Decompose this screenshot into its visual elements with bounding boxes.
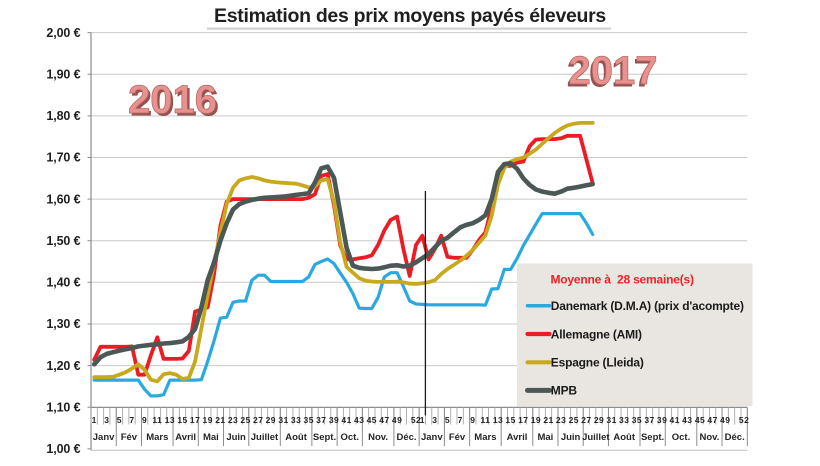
svg-text:1,60 €: 1,60 € <box>46 192 80 206</box>
svg-text:Mai: Mai <box>203 432 219 443</box>
svg-text:17: 17 <box>518 415 528 425</box>
svg-text:Janv: Janv <box>421 432 443 443</box>
svg-text:41: 41 <box>341 415 351 425</box>
svg-text:5: 5 <box>117 415 122 425</box>
svg-text:35: 35 <box>304 415 314 425</box>
svg-text:2016: 2016 <box>128 78 217 122</box>
svg-text:45: 45 <box>367 415 377 425</box>
svg-text:Avril: Avril <box>507 432 528 443</box>
svg-text:Nov.: Nov. <box>699 432 719 443</box>
svg-text:Déc.: Déc. <box>396 432 416 443</box>
svg-text:43: 43 <box>682 415 692 425</box>
svg-text:52: 52 <box>739 415 749 425</box>
svg-text:Juillet: Juillet <box>251 432 279 443</box>
svg-text:2017: 2017 <box>569 49 658 93</box>
svg-text:Nov.: Nov. <box>368 432 388 443</box>
svg-text:3: 3 <box>432 415 437 425</box>
svg-text:17: 17 <box>190 415 200 425</box>
svg-text:1,80 €: 1,80 € <box>46 109 80 123</box>
svg-text:47: 47 <box>707 415 717 425</box>
svg-text:19: 19 <box>531 415 541 425</box>
svg-text:31: 31 <box>278 415 288 425</box>
svg-text:Mars: Mars <box>474 432 496 443</box>
svg-text:43: 43 <box>354 415 364 425</box>
svg-text:7: 7 <box>458 415 463 425</box>
svg-text:Sept.: Sept. <box>313 432 336 443</box>
svg-text:Déc.: Déc. <box>725 432 745 443</box>
svg-text:13: 13 <box>493 415 503 425</box>
svg-text:29: 29 <box>266 415 276 425</box>
svg-text:13: 13 <box>165 415 175 425</box>
svg-text:1,50 €: 1,50 € <box>46 234 80 248</box>
svg-text:1,40 €: 1,40 € <box>46 276 80 290</box>
svg-text:11: 11 <box>152 415 162 425</box>
svg-text:Oct.: Oct. <box>672 432 690 443</box>
svg-text:35: 35 <box>632 415 642 425</box>
svg-text:MPB: MPB <box>551 384 578 398</box>
svg-text:21: 21 <box>215 415 225 425</box>
svg-text:Août: Août <box>613 432 635 443</box>
svg-text:3: 3 <box>104 415 109 425</box>
svg-text:2016: 2016 <box>130 80 219 124</box>
svg-text:27: 27 <box>581 415 591 425</box>
svg-text:31: 31 <box>606 415 616 425</box>
svg-text:52: 52 <box>411 415 421 425</box>
svg-text:Juin: Juin <box>226 432 246 443</box>
svg-text:9: 9 <box>470 415 475 425</box>
svg-text:39: 39 <box>329 415 339 425</box>
svg-text:33: 33 <box>291 415 301 425</box>
svg-text:25: 25 <box>569 415 579 425</box>
svg-text:1,20 €: 1,20 € <box>46 359 80 373</box>
svg-text:9: 9 <box>142 415 147 425</box>
svg-text:1,90 €: 1,90 € <box>46 67 80 81</box>
svg-text:23: 23 <box>556 415 566 425</box>
svg-text:Sept.: Sept. <box>641 432 664 443</box>
svg-text:19: 19 <box>203 415 213 425</box>
svg-text:2,00 €: 2,00 € <box>46 26 80 40</box>
svg-text:49: 49 <box>720 415 730 425</box>
svg-text:15: 15 <box>177 415 187 425</box>
svg-text:21: 21 <box>543 415 553 425</box>
svg-text:Mars: Mars <box>146 432 168 443</box>
svg-text:15: 15 <box>505 415 515 425</box>
svg-text:Avril: Avril <box>175 432 196 443</box>
svg-text:49: 49 <box>392 415 402 425</box>
svg-text:23: 23 <box>228 415 238 425</box>
svg-text:Juillet: Juillet <box>582 432 610 443</box>
svg-text:Fév: Fév <box>449 432 466 443</box>
svg-text:Juin: Juin <box>561 432 581 443</box>
svg-text:Allemagne (AMI): Allemagne (AMI) <box>551 327 642 341</box>
svg-text:Janv: Janv <box>93 432 115 443</box>
svg-text:Mai: Mai <box>537 432 553 443</box>
svg-text:Danemark (D.M.A) (prix d'acomp: Danemark (D.M.A) (prix d'acompte) <box>551 299 744 313</box>
svg-text:39: 39 <box>657 415 667 425</box>
svg-text:37: 37 <box>316 415 326 425</box>
svg-text:27: 27 <box>253 415 263 425</box>
svg-text:Fév: Fév <box>121 432 138 443</box>
svg-text:41: 41 <box>670 415 680 425</box>
svg-text:1: 1 <box>420 415 425 425</box>
svg-text:1,70 €: 1,70 € <box>46 151 80 165</box>
svg-text:Estimation des prix moyens pay: Estimation des prix moyens payés éleveur… <box>214 5 606 27</box>
svg-text:5: 5 <box>445 415 450 425</box>
svg-text:47: 47 <box>379 415 389 425</box>
svg-text:Oct.: Oct. <box>340 432 358 443</box>
svg-text:1,00 €: 1,00 € <box>46 442 80 456</box>
svg-text:1: 1 <box>92 415 97 425</box>
svg-text:Espagne (Lleida): Espagne (Lleida) <box>551 356 644 370</box>
svg-text:2017: 2017 <box>567 52 656 96</box>
svg-text:7: 7 <box>129 415 134 425</box>
svg-text:29: 29 <box>594 415 604 425</box>
svg-text:Moyenne à 28 semaine(s): Moyenne à 28 semaine(s) <box>551 272 694 286</box>
svg-text:Août: Août <box>285 432 307 443</box>
svg-text:1,10 €: 1,10 € <box>46 400 80 414</box>
svg-text:1,30 €: 1,30 € <box>46 317 80 331</box>
svg-text:33: 33 <box>619 415 629 425</box>
svg-text:11: 11 <box>480 415 490 425</box>
svg-text:45: 45 <box>695 415 705 425</box>
svg-text:37: 37 <box>644 415 654 425</box>
svg-text:25: 25 <box>240 415 250 425</box>
